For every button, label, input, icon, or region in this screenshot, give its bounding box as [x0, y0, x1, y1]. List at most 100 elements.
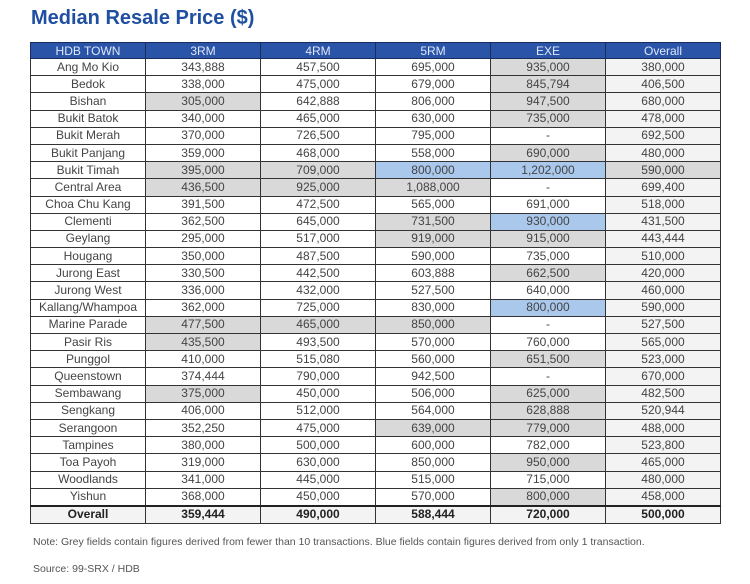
town-cell: Ang Mo Kio: [30, 57, 146, 77]
town-cell: Choa Chu Kang: [30, 195, 146, 214]
price-cell: 726,500: [260, 126, 376, 145]
town-cell: Bedok: [30, 75, 146, 94]
table-row: Bishan 305,000 642,888 806,000 947,500 680,00…: [30, 92, 721, 111]
price-cell: 651,500: [490, 350, 606, 369]
price-cell: 487,500: [260, 247, 376, 266]
price-cell: 468,000: [260, 143, 376, 163]
town-cell: Central Area: [30, 178, 146, 197]
price-cell: 406,000: [145, 401, 261, 420]
price-cell: 330,500: [145, 264, 261, 283]
column-header: 3RM: [145, 42, 261, 59]
town-cell: Queenstown: [30, 367, 146, 386]
price-cell: -: [490, 367, 606, 386]
table-row: Bukit Timah 395,000 709,000 800,000 1,202,00…: [30, 161, 721, 180]
price-cell: 558,000: [375, 143, 491, 163]
price-cell: 465,000: [260, 109, 376, 128]
price-cell: 352,250: [145, 418, 261, 438]
town-cell: Sembawang: [30, 384, 146, 403]
price-cell: 477,500: [145, 315, 261, 335]
price-cell: 735,000: [490, 247, 606, 266]
table-row: Bukit Panjang 359,000 468,000 558,000 690,00…: [30, 143, 721, 163]
table-row: Yishun 368,000 450,000 570,000 800,000 458,00…: [30, 487, 721, 507]
town-cell: Toa Payoh: [30, 453, 146, 472]
price-cell: 472,500: [260, 195, 376, 214]
price-cell: 590,000: [605, 161, 721, 180]
price-cell: 527,500: [375, 281, 491, 300]
price-cell: 527,500: [605, 315, 721, 335]
price-cell: 458,000: [605, 487, 721, 507]
price-cell: 800,000: [490, 298, 606, 317]
price-cell: 431,500: [605, 212, 721, 231]
price-cell: 450,000: [260, 384, 376, 403]
overall-price-cell: 359,444: [145, 504, 261, 525]
town-cell: Jurong East: [30, 264, 146, 283]
price-cell: 340,000: [145, 109, 261, 128]
town-cell: Woodlands: [30, 470, 146, 489]
column-header: 4RM: [260, 42, 376, 59]
price-cell: 950,000: [490, 453, 606, 472]
table-row: Bedok 338,000 475,000 679,000 845,794 406,500: [30, 75, 721, 94]
price-cell: 850,000: [375, 453, 491, 472]
town-cell: Kallang/Whampoa: [30, 298, 146, 317]
town-cell: Sengkang: [30, 401, 146, 420]
town-cell: Bukit Merah: [30, 126, 146, 145]
town-cell: Jurong West: [30, 281, 146, 300]
town-cell: Marine Parade: [30, 315, 146, 335]
price-cell: 338,000: [145, 75, 261, 94]
overall-price-cell: 588,444: [375, 504, 491, 525]
table-header-row: HDB TOWN 3RM 4RM 5RM EXE Overall: [30, 42, 721, 59]
town-cell: Bukit Timah: [30, 161, 146, 180]
price-cell: 915,000: [490, 229, 606, 249]
price-cell: 845,794: [490, 75, 606, 94]
column-header: 5RM: [375, 42, 491, 59]
table-row: Jurong West 336,000 432,000 527,500 640,000 4…: [30, 281, 721, 300]
price-cell: 782,000: [490, 436, 606, 455]
page-title: Median Resale Price ($): [31, 7, 255, 29]
price-cell: 570,000: [375, 487, 491, 507]
table-row: Marine Parade 477,500 465,000 850,000-527,5…: [30, 315, 721, 335]
table-row: Kallang/Whampoa 362,000 725,000 830,000 800,…: [30, 298, 721, 317]
price-cell: 600,000: [375, 436, 491, 455]
price-cell: 362,000: [145, 298, 261, 317]
price-cell: 410,000: [145, 350, 261, 369]
town-cell: Geylang: [30, 229, 146, 249]
price-cell: 640,000: [490, 281, 606, 300]
price-cell: 1,088,000: [375, 178, 491, 197]
price-cell: 850,000: [375, 315, 491, 335]
price-cell: 443,444: [605, 229, 721, 249]
table-row: Punggol 410,000 515,080 560,000 651,500 523,0…: [30, 350, 721, 369]
town-cell: Tampines: [30, 436, 146, 455]
town-cell: Pasir Ris: [30, 332, 146, 352]
price-cell: 630,000: [260, 453, 376, 472]
price-cell: 930,000: [490, 212, 606, 231]
price-cell: 500,000: [260, 436, 376, 455]
source-text: Source: 99-SRX / HDB: [33, 563, 140, 575]
table-row: Pasir Ris 435,500 493,500 570,000 760,000 565…: [30, 332, 721, 352]
price-cell: 639,000: [375, 418, 491, 438]
price-cell: 947,500: [490, 92, 606, 111]
footnote: Note: Grey fields contain figures derive…: [33, 536, 645, 548]
table-row: Woodlands 341,000 445,000 515,000 715,000 480…: [30, 470, 721, 489]
overall-price-cell: 500,000: [605, 504, 721, 525]
price-cell: 731,500: [375, 212, 491, 231]
price-cell: 565,000: [375, 195, 491, 214]
price-cell: 512,000: [260, 401, 376, 420]
town-cell: Bukit Panjang: [30, 143, 146, 163]
price-cell: 368,000: [145, 487, 261, 507]
price-cell: 1,202,000: [490, 161, 606, 180]
price-cell: 362,500: [145, 212, 261, 231]
table-row: Queenstown 374,444 790,000 942,500-670,000: [30, 367, 721, 386]
town-cell: Yishun: [30, 487, 146, 507]
town-cell: Bishan: [30, 92, 146, 111]
town-cell: Punggol: [30, 350, 146, 369]
table-row: Sengkang 406,000 512,000 564,000 628,888 520,…: [30, 401, 721, 420]
price-cell: 442,500: [260, 264, 376, 283]
table-row: Central Area 436,500 925,000 1,088,000-699,…: [30, 178, 721, 197]
price-cell: 662,500: [490, 264, 606, 283]
price-cell: 795,000: [375, 126, 491, 145]
overall-label: Overall: [30, 504, 146, 525]
price-cell: 560,000: [375, 350, 491, 369]
price-cell: 375,000: [145, 384, 261, 403]
price-cell: 343,888: [145, 57, 261, 77]
price-cell: 510,000: [605, 247, 721, 266]
